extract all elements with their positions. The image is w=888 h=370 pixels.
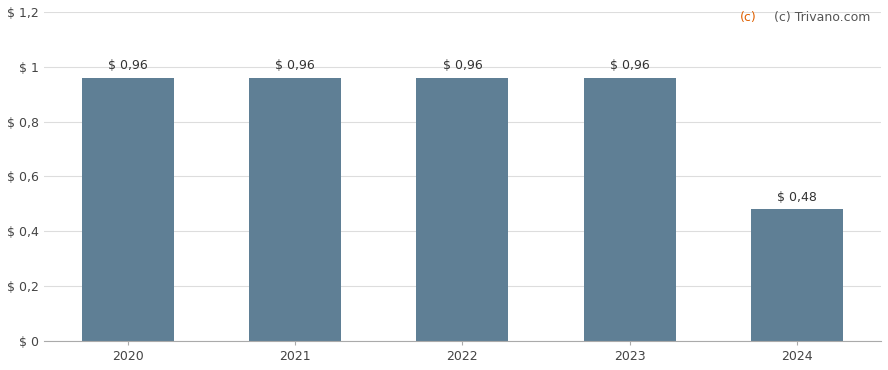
Text: (c): (c) <box>740 11 757 24</box>
Bar <box>751 209 843 341</box>
Text: $ 0,48: $ 0,48 <box>777 191 817 204</box>
Bar <box>416 78 509 341</box>
Bar <box>82 78 174 341</box>
Bar <box>583 78 676 341</box>
Text: (c) Trivano.com: (c) Trivano.com <box>773 11 870 24</box>
Bar <box>250 78 341 341</box>
Text: $ 0,96: $ 0,96 <box>108 59 147 72</box>
Text: $ 0,96: $ 0,96 <box>275 59 315 72</box>
Text: $ 0,96: $ 0,96 <box>442 59 482 72</box>
Text: $ 0,96: $ 0,96 <box>610 59 650 72</box>
